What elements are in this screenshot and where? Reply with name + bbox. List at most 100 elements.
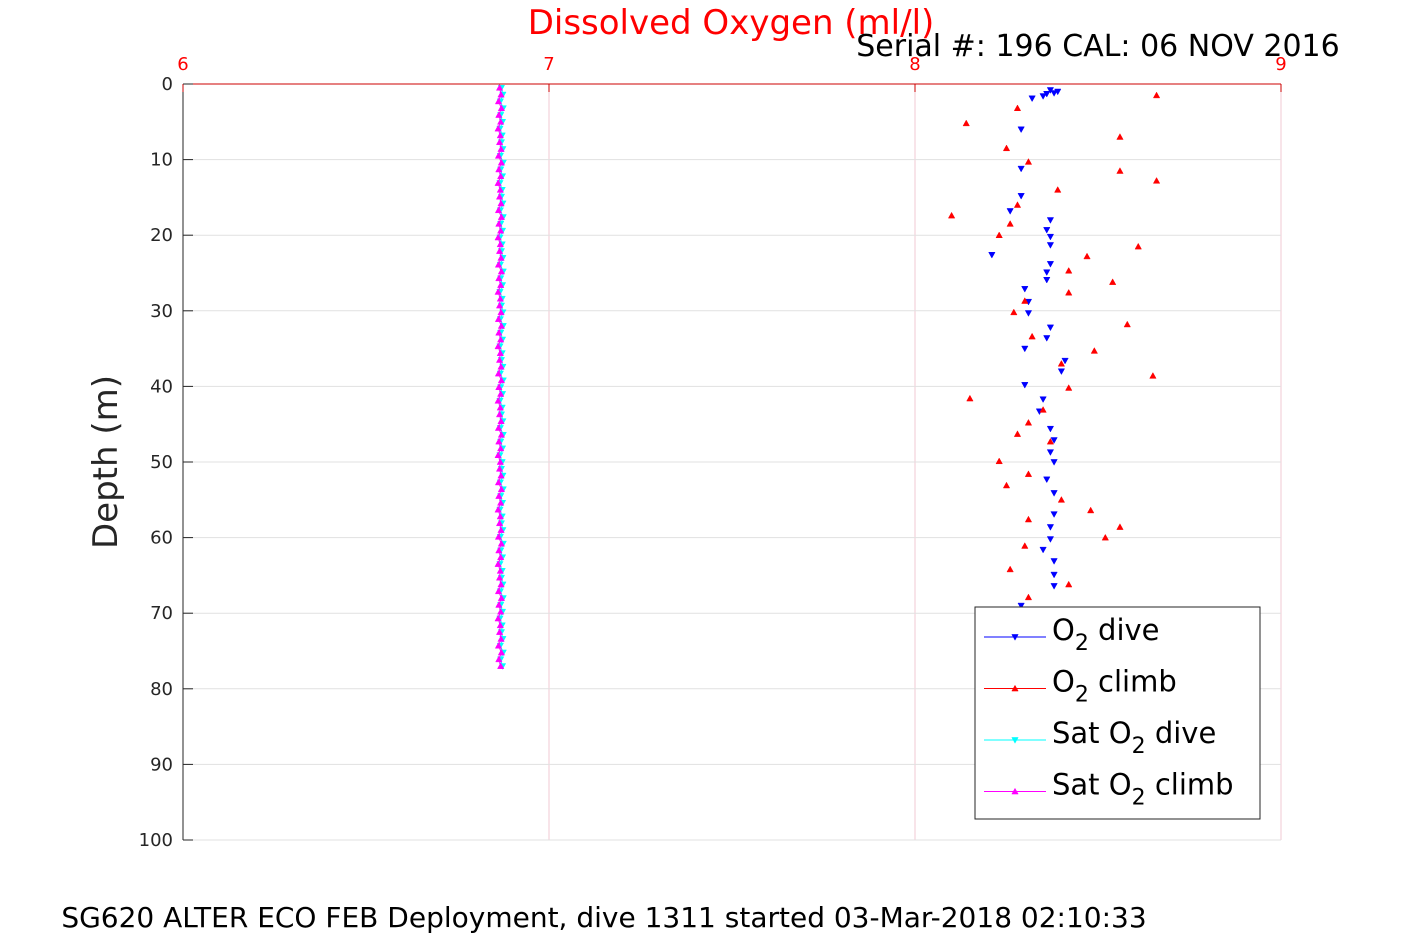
data-point: [494, 342, 502, 350]
y-tick-label: 50: [150, 452, 173, 473]
data-point: [496, 240, 504, 248]
data-point: [497, 580, 505, 588]
data-point: [495, 410, 504, 418]
data-point: [1021, 542, 1029, 549]
data-point: [1046, 233, 1055, 241]
data-point: [1046, 87, 1055, 94]
data-point: [1057, 360, 1066, 367]
data-point: [1017, 602, 1025, 610]
y-tick-label: 80: [150, 679, 173, 700]
data-point: [494, 260, 503, 268]
data-point: [494, 397, 502, 404]
y-tick-label: 20: [150, 225, 173, 246]
data-point: [494, 233, 502, 241]
data-point: [495, 84, 504, 91]
data-point: [1057, 496, 1066, 503]
data-point: [1134, 242, 1142, 250]
data-point: [494, 641, 503, 649]
data-point: [495, 247, 504, 254]
data-point: [497, 213, 506, 220]
y-tick-label: 100: [139, 830, 173, 851]
y-tick-label: 30: [150, 301, 173, 322]
data-point: [1054, 186, 1062, 193]
data-point: [1046, 524, 1055, 531]
data-point: [496, 567, 504, 574]
data-point: [495, 628, 504, 635]
data-point: [1050, 571, 1058, 579]
data-point: [495, 274, 503, 282]
data-point: [1021, 297, 1029, 304]
data-point: [995, 457, 1003, 465]
data-point: [495, 519, 504, 527]
data-point: [947, 211, 956, 219]
data-point: [1050, 90, 1058, 97]
data-point: [1013, 104, 1022, 112]
data-point: [497, 417, 505, 424]
data-point: [497, 335, 505, 343]
data-point: [1028, 95, 1036, 103]
data-point: [1013, 201, 1022, 208]
data-point: [1006, 565, 1014, 573]
data-point: [1123, 320, 1131, 328]
data-point: [496, 131, 504, 139]
data-point: [1050, 558, 1058, 565]
data-point: [1024, 310, 1033, 317]
data-point: [494, 124, 502, 132]
data-point: [1046, 449, 1055, 456]
data-point: [497, 553, 505, 561]
y-tick-label: 10: [150, 150, 173, 171]
data-point: [1002, 481, 1011, 489]
data-point: [494, 97, 503, 105]
series-o2-dive: [988, 87, 1069, 610]
data-point: [497, 90, 505, 98]
data-point: [1116, 167, 1124, 174]
data-point: [497, 104, 506, 112]
data-point: [1043, 335, 1051, 342]
data-point: [497, 539, 506, 547]
data-point: [1065, 288, 1073, 296]
legend-label: O2 climb: [1052, 665, 1177, 708]
data-point: [495, 192, 504, 200]
legend-marker: [1011, 737, 1019, 744]
data-point: [1061, 357, 1069, 365]
data-point: [496, 349, 504, 356]
data-point: [1024, 158, 1033, 165]
data-point: [1006, 208, 1014, 215]
data-point: [1090, 347, 1098, 354]
data-point: [497, 485, 506, 493]
data-point: [1116, 133, 1124, 140]
data-point: [495, 111, 503, 118]
data-point: [496, 621, 504, 629]
data-point: [497, 226, 505, 234]
x-tick-label: 9: [1275, 54, 1286, 75]
data-point: [1065, 267, 1073, 274]
legend-label: Sat O2 climb: [1052, 768, 1234, 811]
data-point: [496, 403, 504, 411]
data-point: [1043, 227, 1051, 234]
data-point: [1043, 476, 1051, 484]
data-point: [1043, 269, 1051, 276]
x-tick-label: 7: [543, 54, 554, 75]
data-point: [1024, 515, 1033, 523]
data-point: [497, 444, 505, 452]
data-point: [495, 601, 503, 608]
data-point: [1021, 382, 1029, 389]
data-point: [1116, 523, 1124, 530]
data-point: [495, 492, 503, 499]
legend-label: O2 dive: [1052, 613, 1160, 656]
data-point: [1024, 418, 1033, 426]
data-point: [1050, 437, 1058, 444]
data-point: [1002, 144, 1011, 152]
data-point: [497, 635, 505, 642]
data-point: [497, 662, 505, 669]
data-point: [988, 252, 996, 259]
data-point: [497, 499, 505, 506]
data-point: [494, 587, 503, 595]
y-tick-label: 70: [150, 603, 173, 624]
data-point: [497, 281, 505, 288]
legend-marker: [1011, 634, 1019, 641]
legend-marker: [1011, 787, 1019, 795]
data-point: [494, 206, 503, 214]
legend-label: Sat O2 dive: [1052, 716, 1216, 759]
data-point: [1109, 278, 1117, 285]
